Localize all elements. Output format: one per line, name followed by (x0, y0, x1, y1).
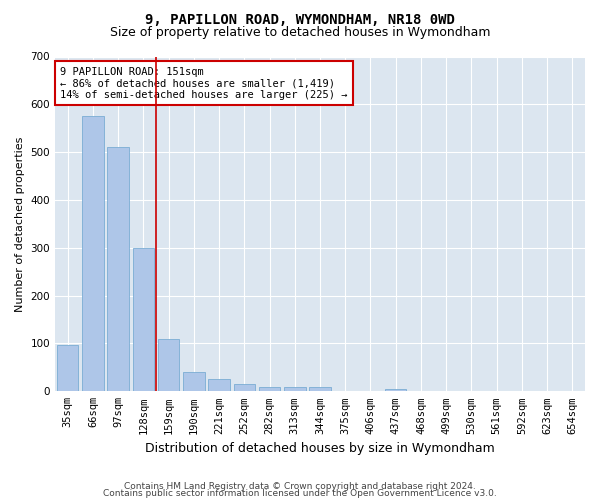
Bar (284, 386, 305, 392)
Text: 9, PAPILLON ROAD, WYMONDHAM, NR18 0WD: 9, PAPILLON ROAD, WYMONDHAM, NR18 0WD (145, 12, 455, 26)
Y-axis label: Number of detached properties: Number of detached properties (15, 136, 25, 312)
Bar (233, 384, 255, 392)
Bar (385, 389, 406, 392)
Text: Size of property relative to detached houses in Wymondham: Size of property relative to detached ho… (110, 26, 490, 39)
Bar (82, 116, 104, 392)
Text: Contains HM Land Registry data © Crown copyright and database right 2024.: Contains HM Land Registry data © Crown c… (124, 482, 476, 491)
Bar (107, 148, 129, 392)
Bar (309, 386, 331, 392)
Text: 9 PAPILLON ROAD: 151sqm
← 86% of detached houses are smaller (1,419)
14% of semi: 9 PAPILLON ROAD: 151sqm ← 86% of detache… (61, 66, 348, 100)
Bar (158, 338, 179, 392)
Bar (133, 248, 154, 392)
Text: Contains public sector information licensed under the Open Government Licence v3: Contains public sector information licen… (103, 489, 497, 498)
Bar (57, 345, 79, 392)
Bar (183, 372, 205, 392)
Bar (208, 380, 230, 392)
X-axis label: Distribution of detached houses by size in Wymondham: Distribution of detached houses by size … (145, 442, 495, 455)
Bar (259, 386, 280, 392)
